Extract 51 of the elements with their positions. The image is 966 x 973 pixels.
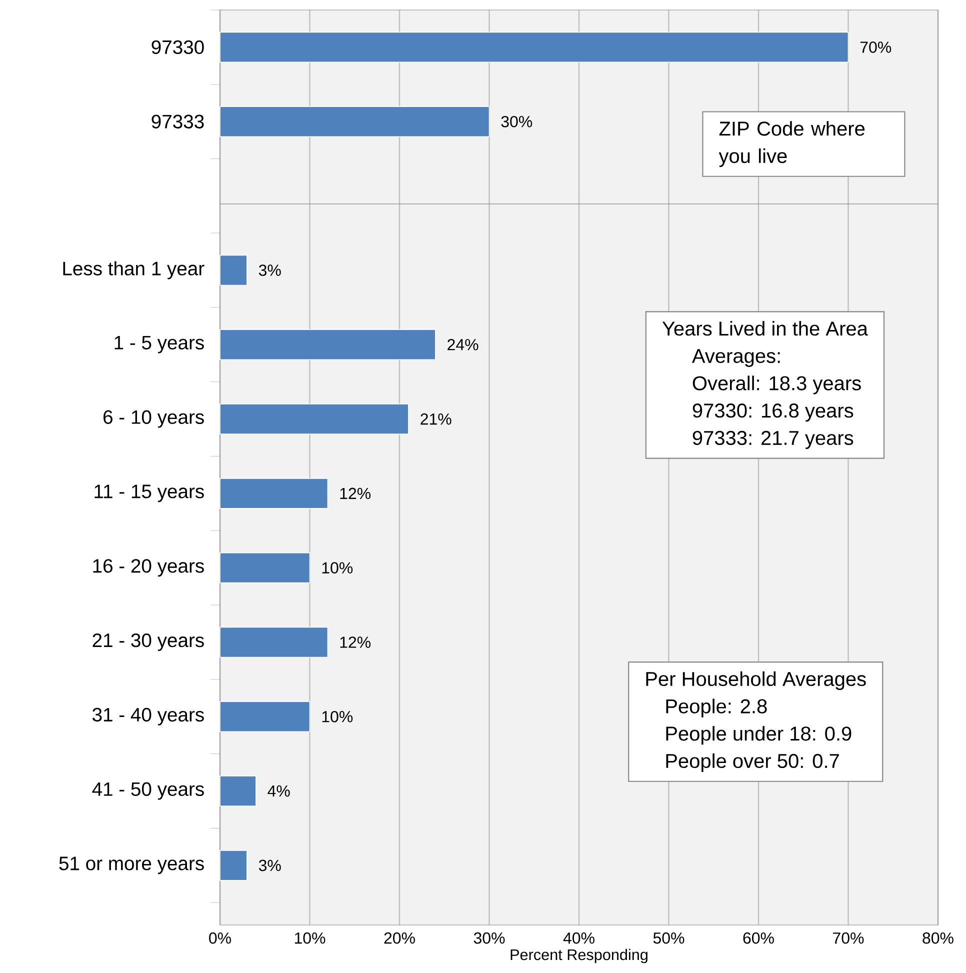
annotation: Per Household Averages xyxy=(646,671,866,690)
data-label: 3% xyxy=(258,860,281,872)
data-label: 3% xyxy=(258,264,281,276)
data-label: 30% xyxy=(501,116,532,128)
data-label: 4% xyxy=(268,785,290,797)
y-tick-label: 6 - 10 years xyxy=(104,410,204,428)
bar xyxy=(220,626,328,658)
bar xyxy=(220,254,248,286)
y-tick-label: 21 - 30 years xyxy=(92,633,204,651)
x-axis-title: Percent Responding xyxy=(510,948,648,964)
y-tick-label: 97330 xyxy=(152,40,204,54)
annotation: People under 18: 0.9 xyxy=(666,726,852,745)
bar xyxy=(220,850,248,881)
x-tick-label: 80% xyxy=(922,932,954,944)
annotation: Averages: xyxy=(692,349,780,367)
y-tick-label: 51 or more years xyxy=(59,856,204,874)
data-label: 70% xyxy=(860,42,892,53)
data-label: 21% xyxy=(420,413,452,425)
bar xyxy=(220,701,310,732)
data-label: 12% xyxy=(340,488,371,500)
annotation: People: 2.8 xyxy=(666,698,767,718)
y-tick-label: 97333 xyxy=(152,114,204,128)
bar xyxy=(220,329,436,360)
y-tick-label: Less than 1 year xyxy=(63,261,204,280)
bar xyxy=(220,552,310,584)
x-tick-label: 60% xyxy=(743,932,774,944)
x-tick-label: 30% xyxy=(474,932,505,944)
bar xyxy=(220,478,328,509)
x-tick-label: 10% xyxy=(294,932,326,944)
annotation: Years Lived in the Area xyxy=(662,321,868,336)
x-tick-label: 50% xyxy=(653,932,684,944)
data-label: 10% xyxy=(322,710,353,722)
annotation: Overall: 18.3 years xyxy=(692,376,861,394)
x-tick-label: 20% xyxy=(384,932,415,944)
y-tick-label: 1 - 5 years xyxy=(114,336,204,354)
annotation: 97333: 21.7 years xyxy=(692,430,854,449)
y-tick-label: 31 - 40 years xyxy=(92,708,204,726)
bar xyxy=(220,404,409,434)
data-label: 10% xyxy=(322,562,353,574)
y-tick-label: 11 - 15 years xyxy=(94,484,204,502)
x-tick-label: 0% xyxy=(209,932,231,944)
annotation: 97330: 16.8 years xyxy=(692,404,854,422)
data-label: 12% xyxy=(340,636,371,648)
data-label: 24% xyxy=(448,339,478,350)
annotation: People over 50: 0.7 xyxy=(666,753,839,772)
bar xyxy=(220,776,256,806)
annotation: ZIP Code where you live xyxy=(718,121,865,168)
x-tick-label: 70% xyxy=(833,932,864,944)
y-tick-label: 41 - 50 years xyxy=(92,782,204,800)
y-tick-label: 16 - 20 years xyxy=(93,559,204,577)
x-tick-label: 40% xyxy=(563,932,594,944)
